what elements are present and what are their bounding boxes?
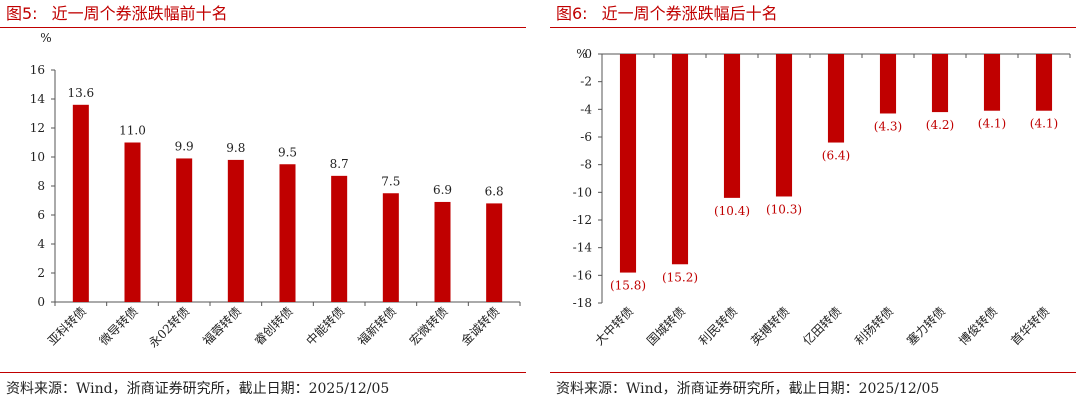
data-label: (4.3)	[874, 119, 902, 133]
category-label: 亚科转债	[44, 304, 89, 349]
data-label: (15.2)	[662, 270, 698, 284]
category-label: 金诚转债	[458, 304, 503, 349]
y-tick-label: -12	[573, 213, 592, 227]
category-label: 塞力转债	[904, 304, 949, 349]
category-label: 博俊转债	[956, 304, 1001, 349]
y-unit-label: %	[40, 31, 51, 45]
category-label: 福蓉转债	[199, 304, 244, 349]
y-tick-label: 8	[37, 179, 45, 193]
category-label: 首华转债	[1008, 304, 1053, 349]
data-label: 9.5	[278, 145, 297, 159]
data-label: 11.0	[119, 124, 146, 138]
category-label: 国城转债	[644, 304, 689, 349]
figure-number: 图5:	[6, 4, 38, 23]
y-tick-label: 10	[30, 150, 45, 164]
figure-5-panel: 图5: 近一周个券涨跌幅前十名 0 2 4 6 8 10 12 14 16% 13.6 亚科转债 11.…	[0, 0, 530, 405]
category-label: 福新转债	[354, 304, 399, 349]
category-label: 利民转债	[696, 304, 741, 349]
y-tick-label: 0	[37, 295, 45, 309]
figure-6-panel: 图6: 近一周个券涨跌幅后十名 0 -2 -4 -6 -8 -10 -12 -14 -16 -18%…	[550, 0, 1080, 405]
category-label: 宏微转债	[406, 304, 451, 349]
y-tick-label: 2	[37, 266, 45, 280]
data-label: 6.9	[433, 183, 452, 197]
data-label: 13.6	[67, 86, 94, 100]
bar	[827, 54, 845, 143]
source-divider	[550, 372, 1076, 373]
bar	[382, 193, 399, 302]
y-unit-label: %	[576, 47, 587, 61]
category-label: 永02转债	[145, 304, 192, 351]
bar	[434, 201, 451, 302]
bottom-ten-bar-chart: 0 -2 -4 -6 -8 -10 -12 -14 -16 -18% (15.8) 大中转债 (15.2…	[573, 47, 1071, 349]
bar	[931, 54, 949, 113]
figure-number: 图6:	[556, 4, 588, 23]
y-tick-label: -16	[573, 268, 592, 282]
data-label: (4.1)	[1030, 117, 1058, 131]
category-label: 中能转债	[303, 304, 348, 349]
y-tick-label: -18	[573, 296, 592, 310]
bar	[279, 164, 296, 302]
y-tick-label: 16	[30, 63, 45, 77]
data-label: (15.8)	[610, 279, 646, 293]
category-label: 利扬转债	[852, 304, 897, 349]
y-tick-label: -4	[580, 102, 592, 116]
figure-title-text: 近一周个券涨跌幅后十名	[601, 4, 778, 23]
y-tick-label: 0	[584, 47, 592, 61]
source-note: 资料来源：Wind，浙商证券研究所，截止日期：2025/12/05	[556, 381, 940, 397]
data-label: (4.2)	[926, 118, 954, 132]
category-label: 微导转债	[96, 304, 141, 349]
bar	[671, 54, 689, 265]
bar	[124, 142, 141, 302]
y-tick-label: -2	[580, 75, 592, 89]
y-tick-label: 6	[37, 208, 45, 222]
y-tick-label: 4	[37, 237, 45, 251]
data-label: 7.5	[381, 174, 400, 188]
y-tick-label: 14	[30, 92, 46, 106]
source-divider	[0, 372, 526, 373]
y-tick-label: -10	[573, 185, 592, 199]
category-label: 睿创转债	[251, 304, 296, 349]
data-label: (4.1)	[978, 117, 1006, 131]
data-label: 9.9	[175, 139, 194, 153]
category-label: 大中转债	[592, 304, 637, 349]
bar	[983, 54, 1001, 111]
category-label: 英搏转债	[748, 304, 793, 349]
title-divider	[0, 27, 526, 28]
bar	[723, 54, 741, 198]
category-label: 亿田转债	[800, 304, 845, 349]
bar	[879, 54, 897, 114]
bar	[72, 104, 89, 302]
data-label: (6.4)	[822, 149, 850, 163]
bar	[486, 203, 503, 302]
title-divider	[550, 27, 1076, 28]
bar	[331, 175, 348, 302]
top-ten-bar-chart: 0 2 4 6 8 10 12 14 16% 13.6 亚科转债 11.0 微导转债 9.9 永02转债 9.…	[30, 31, 521, 351]
y-tick-label: 12	[30, 121, 45, 135]
bar	[775, 54, 793, 197]
data-label: (10.3)	[766, 202, 802, 216]
source-note: 资料来源：Wind，浙商证券研究所，截止日期：2025/12/05	[6, 381, 390, 397]
figure-title: 图5: 近一周个券涨跌幅前十名	[6, 0, 228, 24]
bar	[227, 159, 244, 302]
data-label: 9.8	[226, 141, 245, 155]
data-label: 6.8	[485, 184, 504, 198]
data-label: (10.4)	[714, 204, 750, 218]
data-label: 8.7	[330, 157, 349, 171]
y-tick-label: -8	[580, 158, 592, 172]
y-tick-label: -14	[573, 241, 593, 255]
bar	[619, 54, 637, 273]
y-tick-label: -6	[580, 130, 592, 144]
bar	[176, 158, 193, 302]
figure-title-text: 近一周个券涨跌幅前十名	[51, 4, 228, 23]
figure-title: 图6: 近一周个券涨跌幅后十名	[556, 0, 778, 24]
bar	[1035, 54, 1053, 111]
